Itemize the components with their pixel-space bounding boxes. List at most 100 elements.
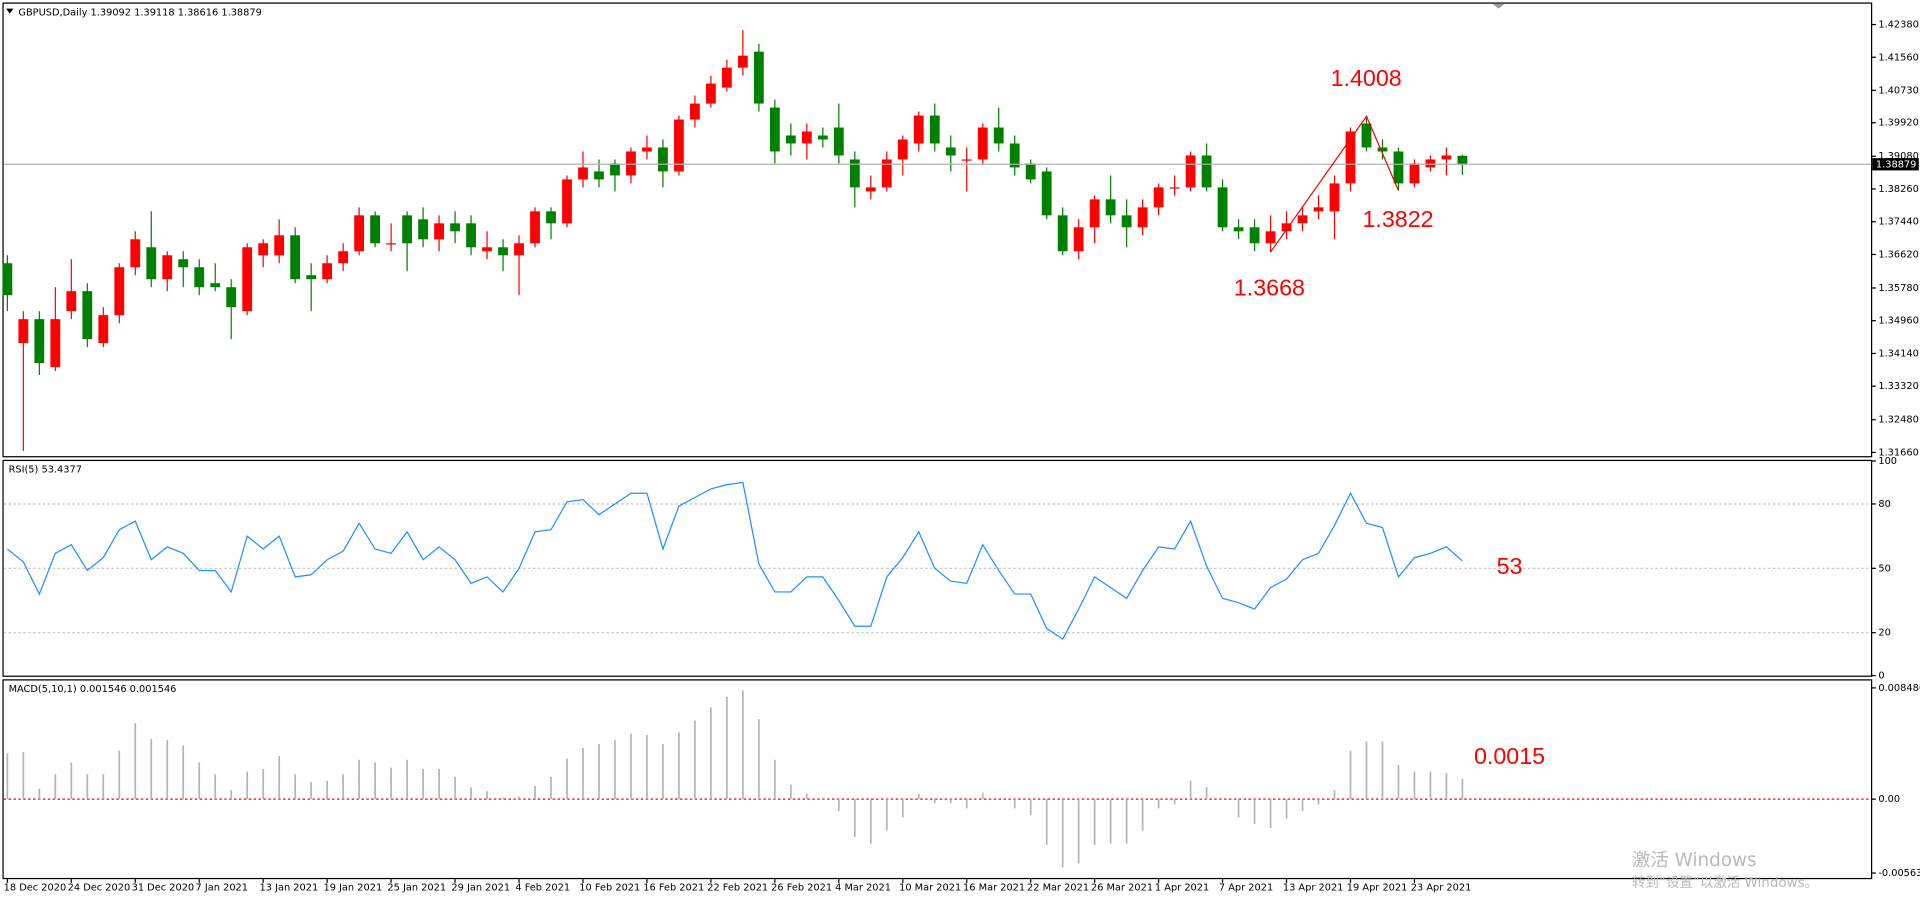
candle-body: [2, 263, 13, 296]
y-tick-label: 100: [1878, 456, 1897, 467]
annotation: 1.4008: [1331, 65, 1402, 91]
x-tick-label: 13 Jan 2021: [260, 883, 319, 894]
y-tick-label: 20: [1878, 628, 1890, 639]
y-tick-label: 1.42380: [1878, 20, 1919, 31]
y-tick-label: 1.31660: [1878, 447, 1919, 458]
candle-body: [1281, 223, 1292, 232]
candle-body: [482, 247, 492, 252]
candle-body: [1073, 227, 1084, 252]
candle-body: [274, 235, 285, 256]
candle-body: [1265, 231, 1276, 244]
candle-body: [801, 131, 812, 144]
candle-body: [322, 263, 333, 280]
candle-body: [881, 159, 892, 188]
candle-body: [658, 147, 668, 172]
candle-body: [1185, 155, 1196, 188]
candle-body: [290, 235, 301, 280]
candle-body: [626, 151, 636, 176]
candle-body: [466, 223, 476, 248]
candle-body: [913, 115, 924, 144]
x-tick-label: 7 Apr 2021: [1219, 883, 1273, 894]
panel-title: RSI(5) 53.4377: [9, 465, 82, 476]
candle-body: [1313, 207, 1324, 212]
candle-body: [210, 283, 221, 288]
candle-body: [498, 247, 508, 256]
annotation: 0.0015: [1474, 743, 1545, 769]
y-tick-label: 1.35780: [1878, 283, 1919, 294]
x-tick-label: 31 Dec 2020: [132, 883, 195, 894]
candle-body: [753, 51, 764, 104]
candle-body: [594, 171, 604, 180]
y-tick-label: 1.40730: [1878, 85, 1919, 96]
annotation: 53: [1497, 553, 1523, 579]
candle-body: [833, 127, 844, 156]
y-tick-label: 1.37440: [1878, 217, 1919, 228]
x-tick-label: 25 Jan 2021: [387, 883, 446, 894]
x-tick-label: 26 Mar 2021: [1091, 883, 1153, 894]
candle-body: [1121, 215, 1132, 228]
candle-body: [562, 179, 572, 224]
candle-body: [1105, 199, 1116, 216]
y-tick-label: 50: [1878, 563, 1890, 574]
candle-body: [1249, 227, 1260, 244]
candle-body: [610, 163, 620, 176]
candle-body: [578, 167, 588, 180]
candle-body: [34, 319, 45, 364]
candle-body: [1329, 183, 1340, 212]
candle-body: [1201, 155, 1212, 188]
candle-body: [370, 215, 381, 244]
candle-body: [1057, 215, 1068, 252]
candle-body: [66, 291, 77, 312]
x-tick-label: 22 Feb 2021: [707, 883, 768, 894]
candle-body: [130, 239, 141, 268]
y-tick-label: 1.39920: [1878, 118, 1919, 129]
price-label-box: [1872, 158, 1919, 171]
x-tick-label: 16 Mar 2021: [963, 883, 1025, 894]
candle-body: [98, 315, 109, 344]
candle-body: [1137, 207, 1148, 228]
x-tick-label: 10 Feb 2021: [579, 883, 640, 894]
panel-title: MACD(5,10,1) 0.001546 0.001546: [9, 684, 177, 695]
candle-body: [258, 243, 269, 256]
x-tick-label: 22 Mar 2021: [1027, 883, 1089, 894]
candle-body: [865, 187, 876, 192]
candle-body: [226, 287, 237, 308]
candle-body: [338, 251, 349, 264]
candle-body: [242, 247, 253, 312]
candle-body: [1409, 163, 1420, 184]
candle-body: [1233, 227, 1244, 232]
candle-body: [162, 255, 173, 280]
candle-body: [194, 267, 205, 288]
candle-body: [961, 159, 972, 161]
y-tick-label: 1.34140: [1878, 348, 1919, 359]
candle-body: [1393, 151, 1404, 184]
activation-watermark: 激活 Windows: [1632, 850, 1757, 871]
y-tick-label: 1.36620: [1878, 249, 1919, 260]
candle-body: [1025, 163, 1036, 180]
x-tick-label: 29 Jan 2021: [451, 883, 510, 894]
candle-body: [1345, 131, 1356, 184]
candle-body: [769, 107, 780, 152]
x-tick-label: 19 Apr 2021: [1347, 883, 1408, 894]
candle-body: [1089, 199, 1100, 228]
candle-body: [1169, 187, 1180, 189]
menu-arrow[interactable]: [6, 8, 14, 14]
candle-body: [897, 139, 908, 160]
candle-body: [114, 267, 125, 316]
candle-body: [146, 247, 157, 280]
candle-body: [674, 119, 684, 172]
candle-body: [1457, 155, 1468, 165]
y-tick-label: 1.32480: [1878, 415, 1919, 426]
candle-body: [706, 83, 716, 104]
x-tick-label: 4 Mar 2021: [835, 883, 891, 894]
candle-body: [929, 115, 940, 144]
candle-body: [1425, 159, 1436, 168]
candle-body: [178, 259, 189, 268]
candle-body: [386, 243, 397, 245]
x-tick-label: 1 Apr 2021: [1155, 883, 1209, 894]
candle-body: [306, 275, 317, 280]
candle-body: [1041, 171, 1052, 216]
